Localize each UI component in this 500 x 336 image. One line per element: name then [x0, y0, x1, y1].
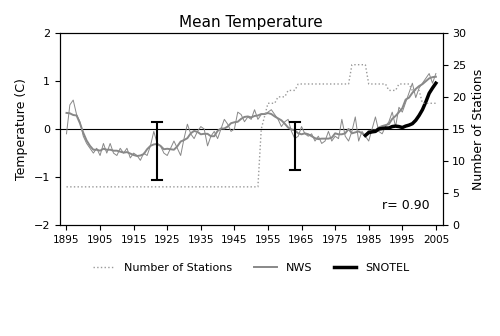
Text: r= 0.90: r= 0.90	[382, 199, 429, 212]
Legend: Number of Stations, NWS, SNOTEL: Number of Stations, NWS, SNOTEL	[88, 259, 414, 278]
Y-axis label: Temperature (C): Temperature (C)	[15, 78, 28, 180]
Y-axis label: Number of Stations: Number of Stations	[472, 68, 485, 190]
Title: Mean Temperature: Mean Temperature	[180, 15, 323, 30]
